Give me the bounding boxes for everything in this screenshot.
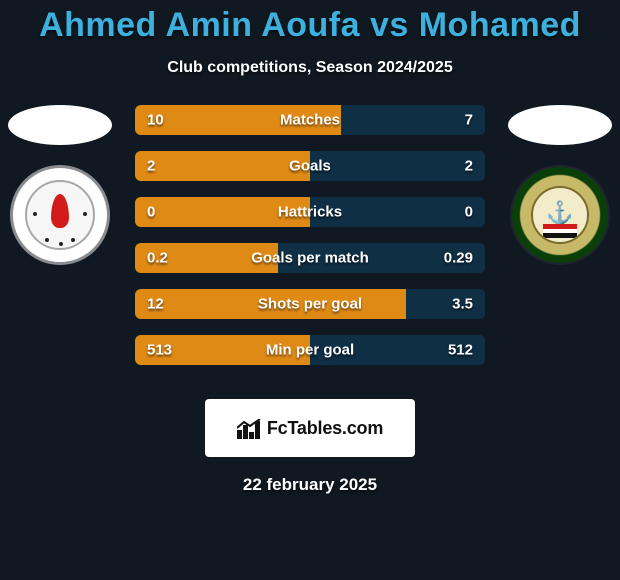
stat-row: 2 2 Goals [135,151,485,181]
stat-value-right: 7 [465,112,473,129]
stat-value-right: 3.5 [452,296,473,313]
stat-bar-right-fill [310,151,485,181]
stat-label: Goals [289,158,331,175]
stat-row: 10 7 Matches [135,105,485,135]
stat-label: Hattricks [278,204,342,221]
stat-bar-left-fill [135,151,310,181]
stat-bars: 10 7 Matches 2 2 Goals 0 0 Hattricks 0.2 0.29 Goals… [135,105,485,365]
player-left-avatar-placeholder [8,105,112,145]
stat-row: 0 0 Hattricks [135,197,485,227]
stat-row: 0.2 0.29 Goals per match [135,243,485,273]
player-right-avatar-placeholder [508,105,612,145]
stat-value-left: 513 [147,342,172,359]
stat-value-left: 2 [147,158,155,175]
stat-value-right: 2 [465,158,473,175]
brand-chart-icon [237,417,261,439]
stat-value-left: 0 [147,204,155,221]
player-left-column [0,105,120,265]
stat-bar-right-fill [341,105,485,135]
stat-row: 12 3.5 Shots per goal [135,289,485,319]
stat-value-left: 0.2 [147,250,168,267]
stat-label: Shots per goal [258,296,362,313]
player-right-column: ⚓ [500,105,620,265]
stat-row: 513 512 Min per goal [135,335,485,365]
stat-label: Matches [280,112,340,129]
player-left-club-badge [10,165,110,265]
flag-icon [543,224,577,238]
stat-label: Goals per match [251,250,369,267]
stat-value-right: 0 [465,204,473,221]
page-title: Ahmed Amin Aoufa vs Mohamed [0,6,620,45]
date-label: 22 february 2025 [0,475,620,495]
stat-value-right: 512 [448,342,473,359]
subtitle: Club competitions, Season 2024/2025 [0,59,620,77]
anchor-icon: ⚓ [546,200,573,226]
brand-label: FcTables.com [267,418,383,439]
stat-value-left: 10 [147,112,164,129]
badge-ornament-dots [27,182,93,248]
stat-value-left: 12 [147,296,164,313]
comparison-body: ⚓ 10 7 Matches 2 2 Goals 0 0 Hattricks 0.2 0.29 Goa… [0,105,620,375]
comparison-card: Ahmed Amin Aoufa vs Mohamed Club competi… [0,0,620,580]
stat-label: Min per goal [266,342,354,359]
brand-badge[interactable]: FcTables.com [205,399,415,457]
stat-value-right: 0.29 [444,250,473,267]
player-right-club-badge: ⚓ [510,165,610,265]
